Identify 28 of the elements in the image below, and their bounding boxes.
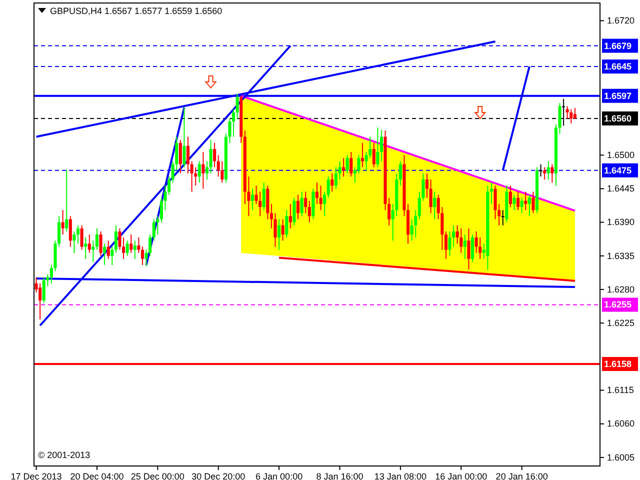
- y-tick-label: 1.6005: [607, 452, 635, 462]
- ref-line-label: 1.6255: [604, 300, 632, 310]
- y-tick-label: 1.6500: [607, 150, 635, 160]
- x-tick-label: 25 Dec 00:00: [130, 471, 184, 480]
- chart-title: GBPUSD,H4 1.6567 1.6577 1.6559 1.6560: [50, 6, 222, 16]
- y-tick-label: 1.6225: [607, 318, 635, 328]
- x-tick-label: 20 Dec 04:00: [70, 471, 124, 480]
- annotation: © 2001-2013: [38, 450, 90, 460]
- y-tick-label: 1.6445: [607, 184, 635, 194]
- x-tick-label: 16 Jan 00:00: [435, 471, 488, 480]
- y-tick-label: 1.6335: [607, 250, 635, 261]
- x-tick-label: 13 Jan 08:00: [374, 471, 426, 480]
- x-tick-label: 6 Jan 00:00: [256, 471, 303, 480]
- y-tick-label: 1.6115: [607, 385, 634, 396]
- x-tick-label: 30 Dec 20:00: [192, 471, 246, 480]
- ref-line-label: 1.6560: [604, 113, 632, 124]
- ref-line-label: 1.6679: [604, 40, 632, 51]
- ref-line-label: 1.6475: [604, 165, 632, 176]
- ref-line-label: 1.6645: [604, 62, 632, 72]
- ref-line-label: 1.6158: [604, 358, 632, 369]
- y-tick-label: 1.6280: [607, 284, 635, 294]
- x-tick-label: 8 Jan 16:00: [316, 471, 364, 480]
- ref-line-label: 1.6597: [604, 90, 632, 101]
- y-tick-label: 1.6060: [607, 418, 635, 429]
- x-tick-label: 17 Dec 2013: [10, 471, 62, 480]
- y-tick-label: 1.6390: [607, 217, 635, 228]
- y-tick-label: 1.6720: [607, 16, 635, 26]
- x-tick-label: 20 Jan 16:00: [496, 471, 548, 480]
